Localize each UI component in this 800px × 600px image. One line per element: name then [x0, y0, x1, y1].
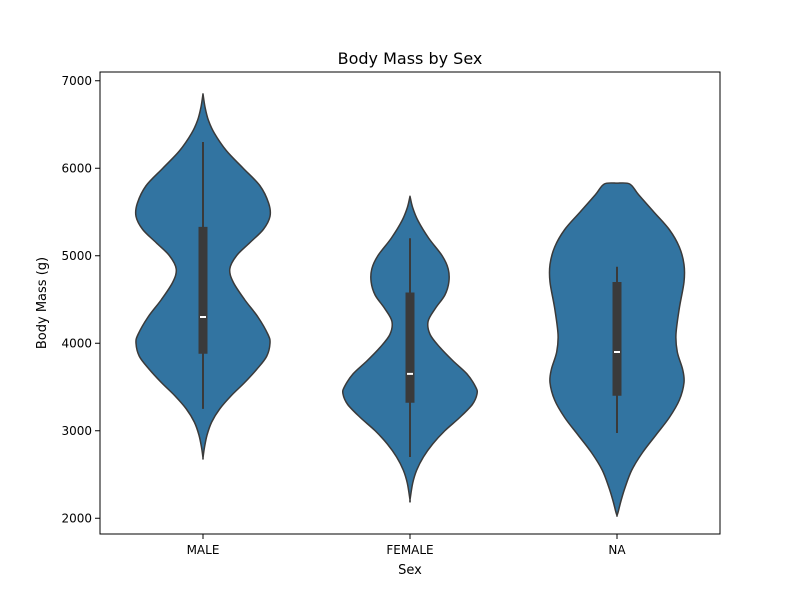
violin-male: [134, 93, 272, 460]
violin-female: [341, 195, 479, 503]
chart-title: Body Mass by Sex: [338, 49, 483, 68]
y-tick-label: 6000: [61, 161, 92, 175]
y-axis-label: Body Mass (g): [35, 257, 50, 349]
y-tick-label: 5000: [61, 249, 92, 263]
y-tick-label: 7000: [61, 74, 92, 88]
violin-iqr-box: [198, 226, 208, 354]
x-axis: MALE FEMALE NA: [187, 534, 626, 557]
x-tick-label: MALE: [187, 543, 220, 557]
y-tick-label: 3000: [61, 424, 92, 438]
violin-iqr-box: [612, 282, 622, 396]
x-axis-label: Sex: [398, 563, 422, 578]
violin-na: [548, 182, 686, 517]
x-tick-label: NA: [608, 543, 626, 557]
violins-layer: [134, 93, 686, 517]
y-tick-label: 2000: [61, 511, 92, 525]
violin-iqr-box: [405, 292, 415, 403]
y-axis: 2000 3000 4000 5000 6000 7000: [61, 74, 100, 525]
y-tick-label: 4000: [61, 336, 92, 350]
x-tick-label: FEMALE: [386, 543, 433, 557]
